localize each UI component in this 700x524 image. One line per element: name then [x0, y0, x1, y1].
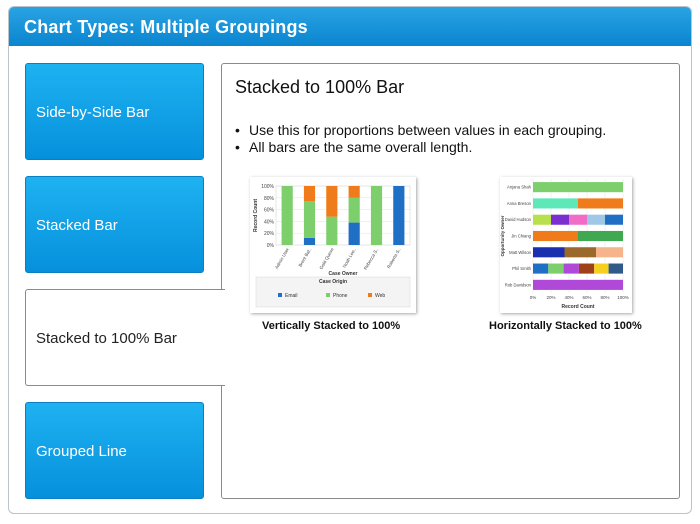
- bar-segment: [578, 263, 595, 274]
- page-title: Chart Types: Multiple Groupings: [24, 17, 308, 37]
- x-axis-label: Record Count: [561, 304, 594, 310]
- y-tick-label: 80%: [264, 196, 275, 202]
- bar-segment: [533, 247, 565, 258]
- bar-segment: [533, 263, 549, 274]
- bar-segment: [348, 197, 360, 223]
- x-tick-label: Brent Bal..: [298, 247, 313, 268]
- bar-segment: [594, 263, 609, 274]
- tab-label: Side-by-Side Bar: [36, 104, 150, 121]
- legend-swatch: [368, 293, 372, 297]
- bar-segment: [533, 279, 623, 290]
- bar-segment: [578, 230, 623, 242]
- tab-label: Stacked Bar: [36, 217, 118, 234]
- y-axis-label: Opportunity Owner: [500, 215, 505, 256]
- bar-segment: [281, 186, 293, 245]
- y-tick-label: 0%: [267, 243, 275, 249]
- x-axis-label: Case Owner: [329, 271, 358, 277]
- slide-frame: Chart Types: Multiple Groupings Side-by-…: [8, 6, 692, 514]
- x-tick-label: Roberta S..: [386, 247, 402, 269]
- y-tick-label: David Hudson: [505, 217, 532, 222]
- bar-segment: [303, 186, 316, 202]
- title-bar: Chart Types: Multiple Groupings: [9, 7, 691, 46]
- legend-swatch: [326, 293, 330, 297]
- bar-segment: [348, 186, 360, 198]
- bar-segment: [563, 263, 579, 274]
- legend-entry: Phone: [333, 293, 348, 299]
- x-tick-label: 80%: [600, 295, 609, 300]
- bar-segment: [326, 186, 338, 217]
- x-tick-label: 40%: [564, 295, 573, 300]
- bar-segment: [608, 263, 623, 274]
- horizontal-chart-thumbnail: 0% 20% 40% 60% 80% 100% Record Count Opportunit…: [500, 177, 632, 313]
- bar-segment: [569, 214, 587, 225]
- bullet-item: All bars are the same overall length.: [235, 139, 606, 156]
- horizontal-stacked-chart: 0% 20% 40% 60% 80% 100% Record Count Opportunit…: [500, 179, 629, 310]
- bar-segment: [605, 214, 623, 225]
- bar-segment: [578, 198, 623, 209]
- bar-segment: [551, 214, 569, 225]
- legend-entry: Email: [285, 293, 298, 299]
- y-tick-label: 100%: [261, 184, 274, 190]
- legend-entry: Web: [375, 293, 385, 299]
- legend-swatch: [278, 293, 282, 297]
- bullet-item: Use this for proportions between values …: [235, 122, 606, 139]
- vertical-chart-caption: Vertically Stacked to 100%: [262, 320, 401, 332]
- bar-segment: [326, 216, 338, 245]
- bar-segment: [564, 247, 596, 258]
- y-tick-label: Anna Breson: [507, 201, 532, 206]
- tab-stacked-to-100-bar[interactable]: Stacked to 100% Bar: [25, 289, 225, 386]
- bar-segment: [393, 186, 405, 245]
- bar-segment: [533, 182, 623, 193]
- x-tick-label: 60%: [582, 295, 591, 300]
- bar-segment: [303, 201, 316, 238]
- tab-stacked-bar[interactable]: Stacked Bar: [25, 176, 204, 273]
- vertical-stacked-chart: 0% 20% 40% 60% 80% 100% Record Count Admin User…: [253, 184, 411, 308]
- y-tick-label: Anjana Shah: [507, 185, 532, 190]
- tab-label: Stacked to 100% Bar: [36, 330, 177, 347]
- bar-segment: [533, 214, 551, 225]
- tab-grouped-line[interactable]: Grouped Line: [25, 402, 204, 499]
- x-tick-label: Rebecca S..: [363, 247, 380, 271]
- x-tick-label: Gold Queve: [318, 247, 335, 271]
- x-tick-label: Admin User: [274, 247, 290, 270]
- plot-area: [275, 185, 411, 246]
- legend-box: [255, 276, 411, 308]
- tab-side-by-side-bar[interactable]: Side-by-Side Bar: [25, 63, 204, 160]
- bar-segment: [370, 186, 383, 245]
- x-tick-label: 20%: [546, 295, 555, 300]
- bar-segment: [596, 247, 623, 258]
- horizontal-chart-caption: Horizontally Stacked to 100%: [489, 320, 642, 332]
- bar-segment: [548, 263, 564, 274]
- x-tick-label: 100%: [617, 295, 629, 300]
- content-title: Stacked to 100% Bar: [235, 77, 405, 97]
- bar-segment: [533, 198, 578, 209]
- bar-segment: [303, 237, 316, 245]
- y-tick-label: Phil Smith: [512, 266, 532, 271]
- y-tick-label: 60%: [264, 208, 275, 214]
- x-tick-label: 0%: [530, 295, 537, 300]
- bullet-list: Use this for proportions between values …: [235, 122, 606, 156]
- y-tick-label: Jin Chiang: [511, 234, 531, 239]
- y-tick-label: 40%: [264, 219, 275, 225]
- y-tick-label: 20%: [264, 231, 275, 237]
- bar-segment: [348, 222, 360, 245]
- legend-title: Case Origin: [319, 279, 347, 285]
- vertical-chart-thumbnail: 0% 20% 40% 60% 80% 100% Record Count Admin User…: [250, 177, 416, 313]
- x-tick-label: Noah Lee..: [342, 247, 357, 269]
- bar-segment: [587, 214, 605, 225]
- y-axis-label: Record Count: [253, 199, 259, 232]
- tab-label: Grouped Line: [36, 443, 127, 460]
- y-tick-label: Matt Wilson: [509, 250, 532, 255]
- y-tick-label: Rob Davidson: [505, 282, 532, 287]
- content-panel: Stacked to 100% Bar Use this for proport…: [221, 63, 680, 499]
- bar-segment: [533, 230, 578, 242]
